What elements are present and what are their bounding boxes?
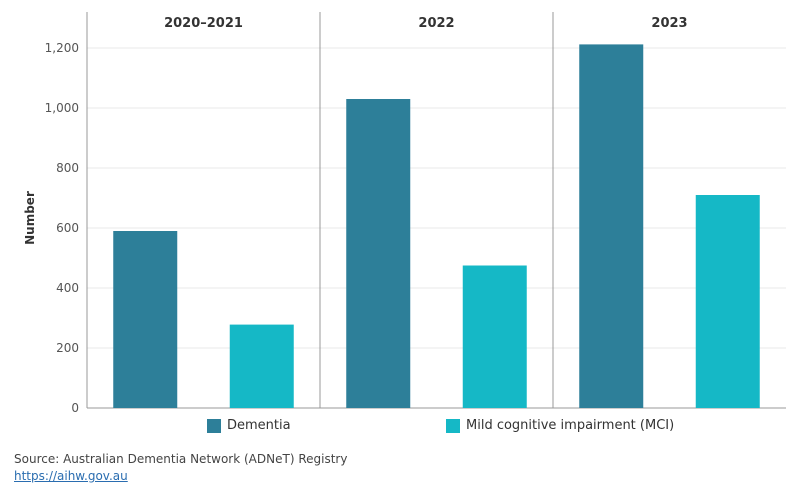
legend-item-mci: Mild cognitive impairment (MCI) (446, 418, 674, 433)
source-text: Source: Australian Dementia Network (ADN… (14, 452, 348, 466)
legend-label-dementia: Dementia (227, 418, 291, 433)
y-tick-label: 1,000 (45, 101, 79, 115)
legend: Dementia Mild cognitive impairment (MCI) (0, 418, 800, 440)
source-link[interactable]: https://aihw.gov.au (14, 469, 128, 483)
y-axis-ticks: 0 200 400 600 800 1,000 1,200 (45, 41, 79, 415)
y-tick-label: 800 (56, 161, 79, 175)
gridlines (87, 47, 786, 349)
y-tick-label: 1,200 (45, 41, 79, 55)
bars (113, 44, 760, 409)
y-axis-label: Number (23, 191, 37, 245)
legend-item-dementia: Dementia (207, 418, 291, 433)
panel-title: 2020–2021 (164, 16, 243, 31)
bar (113, 231, 178, 408)
y-tick-label: 200 (56, 341, 79, 355)
bar (462, 265, 527, 408)
legend-swatch-mci (446, 418, 460, 433)
panel-title: 2022 (418, 16, 454, 31)
bar (346, 99, 411, 408)
legend-swatch-dementia (207, 418, 221, 433)
y-tick-label: 0 (71, 401, 79, 415)
panel-title: 2023 (651, 16, 687, 31)
bar (695, 195, 760, 408)
y-tick-label: 400 (56, 281, 79, 295)
source-note: Source: Australian Dementia Network (ADN… (14, 451, 347, 485)
bar (579, 44, 644, 409)
bar (229, 324, 294, 408)
panel-titles: 2020–2021 2022 2023 (164, 16, 688, 31)
panel-frames (86, 12, 786, 409)
legend-label-mci: Mild cognitive impairment (MCI) (466, 418, 675, 433)
y-tick-label: 600 (56, 221, 79, 235)
